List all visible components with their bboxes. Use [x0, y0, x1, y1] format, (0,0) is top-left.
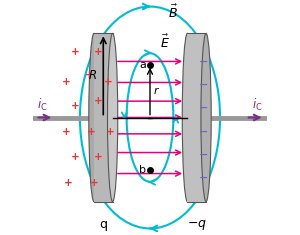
Text: +: +	[61, 78, 70, 87]
Text: +: +	[106, 126, 115, 137]
Text: $\vec{E}$: $\vec{E}$	[160, 34, 170, 51]
Ellipse shape	[182, 33, 193, 202]
Text: +: +	[103, 78, 112, 87]
Text: −: −	[199, 56, 208, 67]
Text: +: +	[94, 152, 103, 162]
Text: R: R	[89, 69, 97, 82]
Ellipse shape	[107, 33, 118, 202]
Text: +: +	[87, 126, 96, 137]
Text: r: r	[154, 86, 158, 96]
Text: −: −	[199, 80, 208, 90]
Bar	[188, 33, 206, 202]
Text: −: −	[199, 173, 208, 183]
Text: +: +	[90, 178, 98, 188]
Text: +: +	[94, 96, 103, 106]
Text: +: +	[71, 101, 80, 111]
Ellipse shape	[89, 33, 99, 202]
Text: +: +	[94, 47, 103, 57]
Text: $i_{\rm C}$: $i_{\rm C}$	[252, 97, 263, 113]
Text: +: +	[71, 47, 80, 57]
Text: +: +	[85, 70, 94, 80]
Text: $-q$: $-q$	[187, 218, 207, 232]
Bar	[94, 33, 112, 202]
Text: b: b	[140, 165, 146, 175]
Ellipse shape	[201, 33, 211, 202]
Text: −: −	[199, 103, 208, 113]
Text: $i_{\rm C}$: $i_{\rm C}$	[37, 97, 48, 113]
Text: +: +	[64, 178, 73, 188]
Text: q: q	[99, 219, 107, 231]
Text: a: a	[140, 60, 146, 70]
Text: $\vec{B}$: $\vec{B}$	[169, 4, 178, 21]
Text: −: −	[199, 150, 208, 160]
Text: +: +	[71, 152, 80, 162]
Text: +: +	[61, 126, 70, 137]
Text: −: −	[199, 126, 208, 137]
